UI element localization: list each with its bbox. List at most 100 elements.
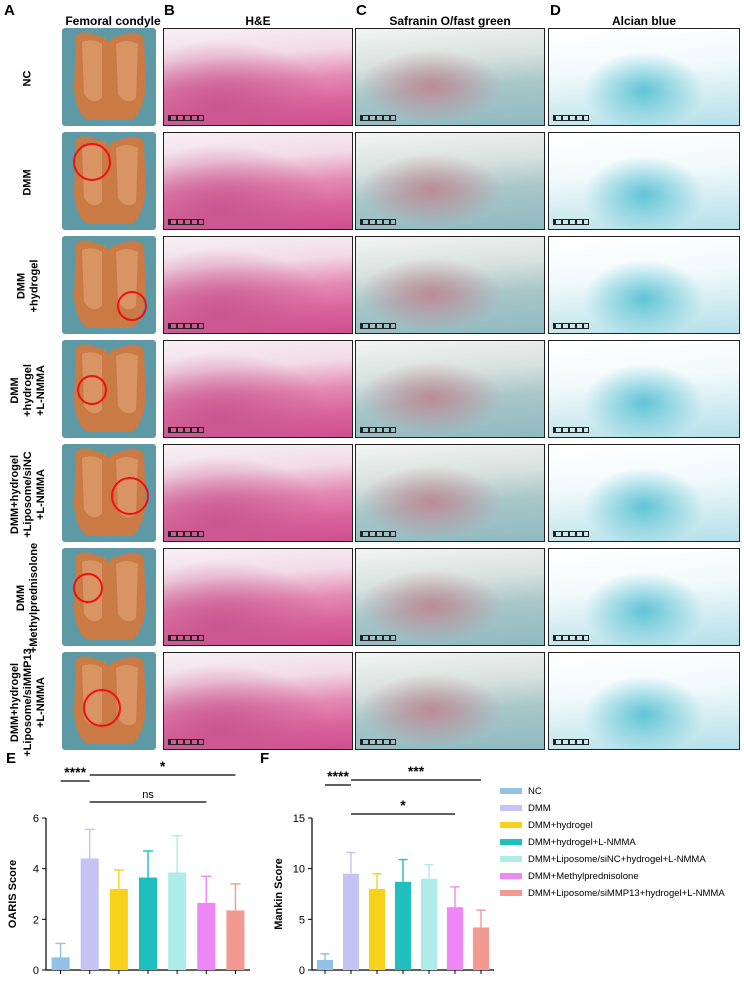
bar [80, 858, 99, 970]
legend-label: DMM [528, 802, 551, 814]
row-label-line: +L-NMMA [34, 676, 47, 728]
legend-item: DMM+hydrogel+L-NMMA [500, 835, 636, 849]
he-stain-image [163, 652, 353, 750]
bar [420, 878, 438, 970]
row-label-line: DMM [15, 272, 27, 300]
y-tick-label: 2 [33, 914, 39, 926]
row-label-line: +L-NMMA [34, 468, 47, 520]
row-label-line: DMM [15, 584, 28, 612]
y-axis-label: OARIS Score [7, 860, 19, 928]
y-tick-label: 4 [33, 864, 39, 876]
alcian-stain-image [548, 340, 740, 438]
bar [138, 877, 158, 970]
legend-label: DMM+Liposome/siMMP13+hydrogel+L-NMMA [528, 887, 725, 899]
y-axis-label: Mankin Score [273, 858, 285, 930]
femoral-condyle-photo [62, 652, 156, 750]
column-title-he: H&E [245, 14, 271, 28]
legend-label: DMM+hydrogel [528, 819, 593, 831]
legend-label: DMM+hydrogel+L-NMMA [528, 836, 636, 848]
panel-letter-e: E [6, 750, 17, 767]
alcian-stain-image [548, 548, 740, 646]
panel-letter-c: C [356, 2, 367, 19]
bar [226, 910, 245, 970]
scale-bar [553, 427, 589, 433]
legend-swatch [500, 839, 522, 845]
legend-swatch [500, 873, 522, 879]
row-label-line: +Methylprednisolone [28, 542, 41, 654]
row-label-line: DMM+hydrogel [8, 662, 21, 742]
safranin-stain-image [355, 132, 545, 230]
panel-letter-a: A [4, 2, 15, 19]
significance-label: ns [142, 789, 154, 801]
bar [109, 888, 128, 970]
row-label-line: NC [21, 70, 34, 86]
he-stain-image [163, 444, 353, 542]
bar [316, 959, 334, 970]
scale-bar [360, 635, 396, 641]
significance-label: **** [64, 764, 86, 780]
safranin-stain-image [355, 340, 545, 438]
significance-label: * [160, 760, 166, 774]
scale-bar [168, 739, 204, 745]
femoral-condyle-photo [62, 236, 156, 334]
scale-bar [553, 219, 589, 225]
legend-item: NC [500, 784, 542, 798]
alcian-stain-image [548, 28, 740, 126]
he-stain-image [163, 28, 353, 126]
scale-bar [168, 219, 204, 225]
scale-bar [553, 115, 589, 121]
significance-label: * [400, 797, 406, 813]
bar [446, 907, 464, 970]
legend-swatch [500, 890, 522, 896]
y-tick-label: 6 [33, 813, 39, 825]
legend-swatch [500, 822, 522, 828]
scale-bar [168, 323, 204, 329]
scale-bar [360, 219, 396, 225]
scale-bar [360, 531, 396, 537]
scale-bar [168, 531, 204, 537]
bar [51, 957, 70, 970]
significance-label: *** [408, 763, 425, 779]
y-tick-label: 15 [293, 813, 305, 825]
alcian-stain-image [548, 652, 740, 750]
scale-bar [360, 739, 396, 745]
legend-label: NC [528, 785, 542, 797]
bar [168, 872, 187, 970]
he-stain-image [163, 548, 353, 646]
bar [368, 888, 386, 970]
y-tick-label: 0 [299, 965, 305, 977]
he-stain-image [163, 236, 353, 334]
femoral-condyle-photo [62, 132, 156, 230]
panel-letter-f: F [260, 750, 270, 767]
legend-label: DMM+Methylprednisolone [528, 870, 639, 882]
row-label-line: DMM [21, 168, 34, 196]
row-label-line: +Liposome/siNC [21, 450, 34, 538]
panel-letter-d: D [550, 2, 561, 19]
femoral-condyle-photo [62, 444, 156, 542]
legend-item: DMM+Liposome/siNC+hydrogel+L-NMMA [500, 852, 706, 866]
legend-swatch [500, 805, 522, 811]
scale-bar [360, 323, 396, 329]
column-title-safranin: Safranin O/fast green [389, 14, 511, 28]
scale-bar [553, 323, 589, 329]
legend-item: DMM [500, 801, 551, 815]
femoral-condyle-photo [62, 340, 156, 438]
scale-bar [553, 635, 589, 641]
safranin-stain-image [355, 548, 545, 646]
column-title-condyle: Femoral condyle [65, 14, 161, 28]
column-title-alcian: Alcian blue [611, 14, 676, 28]
bar [472, 927, 490, 970]
safranin-stain-image [355, 652, 545, 750]
legend-item: DMM+hydrogel [500, 818, 593, 832]
safranin-stain-image [355, 28, 545, 126]
row-label-line: +Liposome/siMMP13 [21, 647, 34, 757]
row-label-line: DMM+hydrogel [8, 454, 21, 534]
row-label-line: DMM [8, 376, 21, 404]
y-tick-label: 0 [33, 965, 39, 977]
y-tick-label: 10 [293, 864, 305, 876]
row-label-line: +L-NMMA [34, 364, 47, 416]
bar [197, 902, 216, 970]
legend-label: DMM+Liposome/siNC+hydrogel+L-NMMA [528, 853, 706, 865]
alcian-stain-image [548, 444, 740, 542]
